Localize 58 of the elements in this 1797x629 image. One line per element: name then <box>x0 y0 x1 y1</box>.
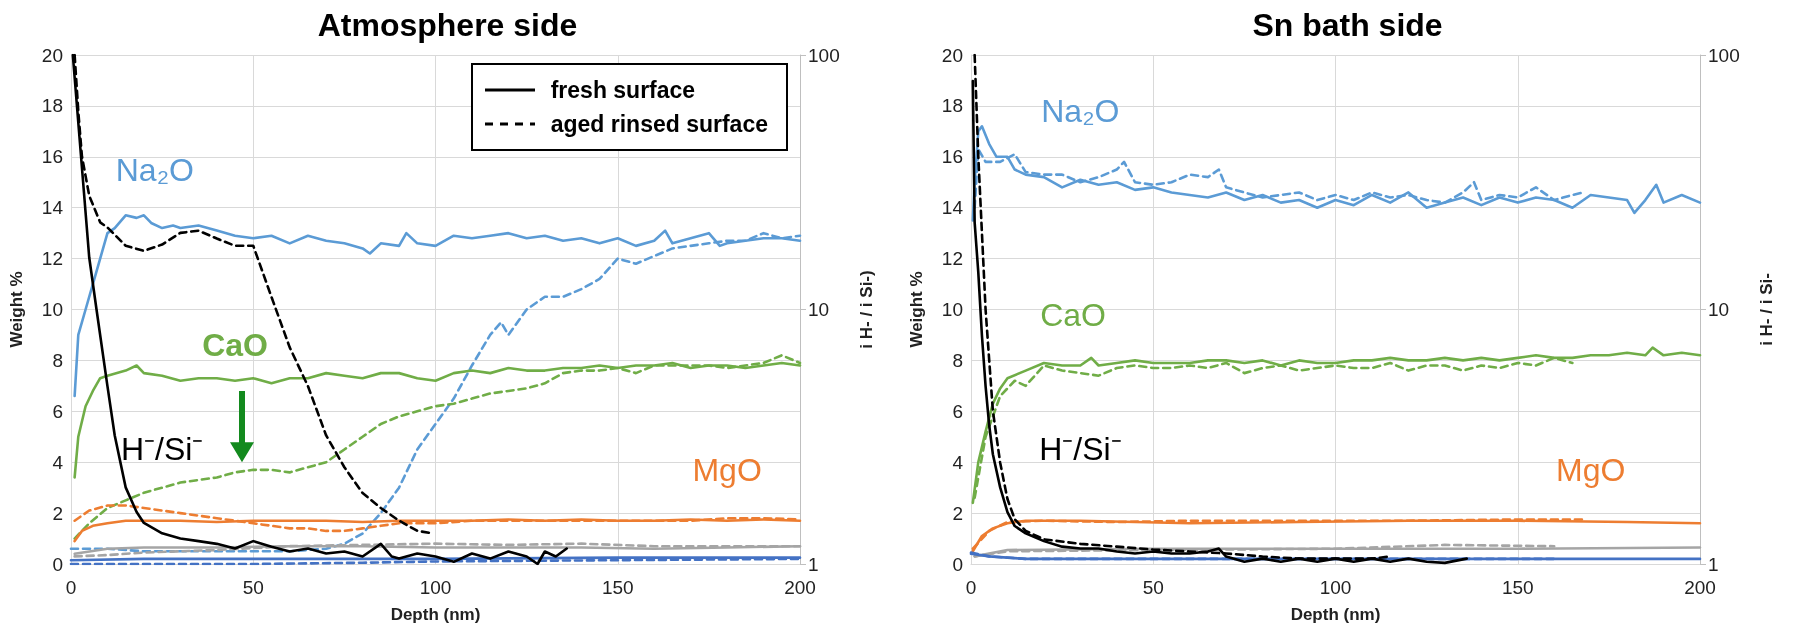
y2-tick-label: 10 <box>808 299 830 320</box>
series-label: MgO <box>1555 451 1626 488</box>
y-tick-label: 20 <box>41 44 63 66</box>
y2-axis-title: i H- / i Si- <box>1757 273 1776 346</box>
y-tick-label: 2 <box>952 502 963 524</box>
series-label: CaO <box>202 327 268 364</box>
x-axis-title: Depth (nm) <box>390 605 481 624</box>
line-series <box>971 346 1702 505</box>
x-tick-label: 100 <box>419 577 452 598</box>
y-tick-label: 12 <box>941 248 963 270</box>
y2-axis-title: i H- / i Si-) <box>857 270 876 349</box>
x-tick-label: 50 <box>1142 577 1164 598</box>
series-label: MgO <box>692 451 762 488</box>
x-tick-label: 200 <box>784 577 816 598</box>
x-tick-label: 200 <box>1684 577 1716 598</box>
y-tick-label: 12 <box>41 248 63 270</box>
y-tick-label: 16 <box>41 146 63 168</box>
y-tick-label: 0 <box>52 553 63 575</box>
y-tick-label: 6 <box>52 400 63 422</box>
y-tick-label: 10 <box>941 299 963 320</box>
y2-tick-label: 10 <box>1708 299 1730 320</box>
x-tick-label: 150 <box>601 577 634 598</box>
x-axis-title: Depth (nm) <box>1290 605 1381 624</box>
y-axis-title: Weight % <box>7 271 26 348</box>
y-tick-label: 14 <box>941 197 964 219</box>
x-tick-label: 0 <box>965 577 977 598</box>
series-label: Na₂O <box>1041 92 1120 129</box>
series-label: H⁻/Si⁻ <box>120 431 204 468</box>
y2-tick-label: 1 <box>808 553 819 575</box>
y-tick-label: 14 <box>41 197 64 219</box>
y-tick-label: 0 <box>952 553 963 575</box>
y-tick-label: 18 <box>41 95 63 117</box>
series-label: H⁻/Si⁻ <box>1039 431 1122 468</box>
chart-title: Atmosphere side <box>317 7 578 43</box>
y-tick-label: 18 <box>941 95 963 117</box>
y-tick-label: 4 <box>52 451 64 473</box>
x-tick-label: 100 <box>1319 577 1352 598</box>
x-tick-label: 0 <box>65 577 77 598</box>
line-series <box>971 124 1702 222</box>
y-axis-title: Weight % <box>907 271 926 348</box>
annotation: aged rinsed surface <box>550 110 768 139</box>
x-tick-label: 150 <box>1501 577 1534 598</box>
y2-tick-label: 1 <box>1708 553 1719 575</box>
annotation: fresh surface <box>550 76 696 105</box>
chart-title: Sn bath side <box>1252 7 1443 43</box>
y-tick-label: 20 <box>941 44 963 66</box>
y-tick-label: 6 <box>952 400 963 422</box>
y2-tick-label: 100 <box>808 44 840 66</box>
series-label: Na₂O <box>115 151 194 188</box>
y-tick-label: 8 <box>952 349 963 371</box>
y-tick-label: 16 <box>941 146 963 168</box>
y-tick-label: 4 <box>952 451 964 473</box>
y-tick-label: 10 <box>41 299 63 320</box>
y-tick-label: 8 <box>52 349 63 371</box>
x-tick-label: 50 <box>242 577 264 598</box>
y-tick-label: 2 <box>52 502 63 524</box>
y2-tick-label: 100 <box>1708 44 1740 66</box>
series-label: CaO <box>1040 296 1106 333</box>
